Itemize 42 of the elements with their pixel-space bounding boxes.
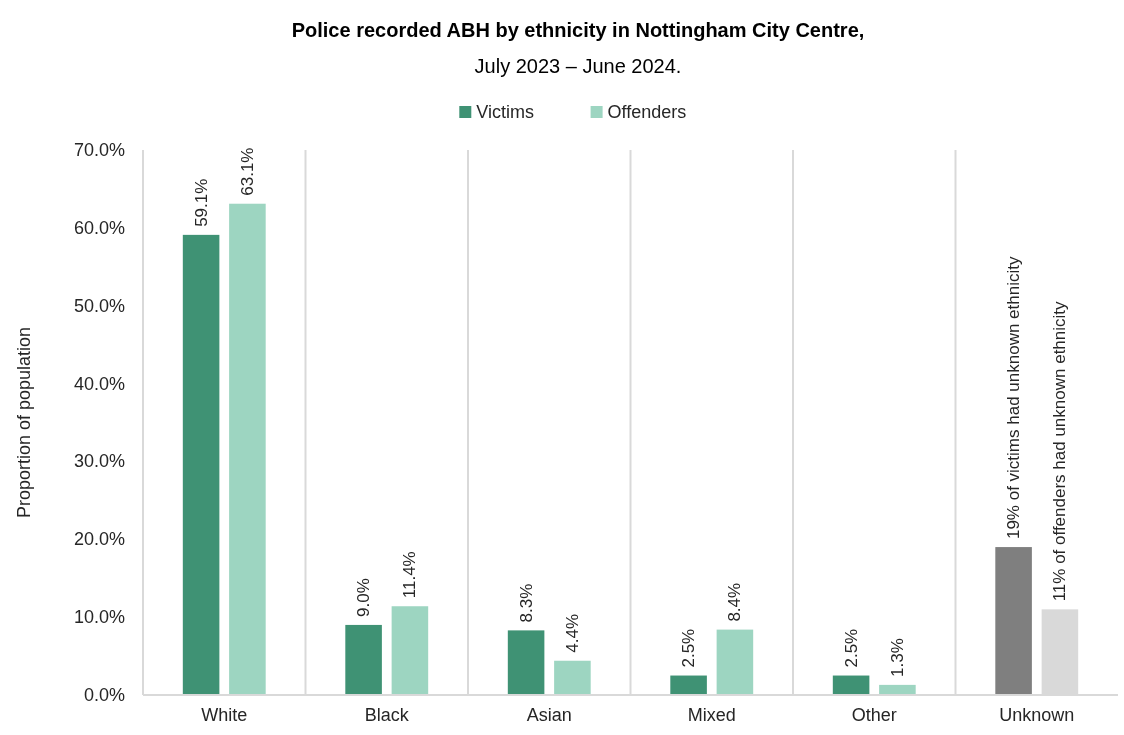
- data-label: 63.1%: [237, 147, 257, 196]
- y-axis-title: Proportion of population: [14, 326, 34, 519]
- data-label: 11% of offenders had unknown ethnicity: [1050, 300, 1070, 602]
- data-label: 4.4%: [562, 613, 582, 653]
- legend-label: Victims: [476, 102, 534, 122]
- x-tick-label: White: [201, 705, 248, 725]
- bar: [507, 630, 545, 695]
- y-tick-label: 20.0%: [73, 529, 125, 550]
- x-tick-label: Unknown: [999, 705, 1075, 725]
- chart-title: Police recorded ABH by ethnicity in Nottingham City Centre,: [291, 19, 865, 41]
- bar: [879, 684, 916, 695]
- x-tick-label: Asian: [526, 705, 572, 725]
- data-label: 19% of victims had unknown ethnicity: [1004, 256, 1024, 540]
- data-label: 8.4%: [725, 582, 745, 622]
- chart-subtitle: July 2023 – June 2024.: [474, 55, 682, 77]
- bar: [391, 606, 429, 695]
- x-tick-label: Other: [851, 705, 897, 725]
- bar: [345, 624, 382, 695]
- data-label: 2.5%: [679, 628, 699, 668]
- y-tick-label: 60.0%: [73, 217, 125, 238]
- bar: [995, 547, 1032, 695]
- bar: [670, 675, 707, 695]
- y-tick-label: 70.0%: [73, 140, 125, 160]
- bar: [554, 660, 591, 695]
- y-tick-label: 50.0%: [73, 295, 125, 316]
- y-tick-label: 30.0%: [73, 451, 125, 472]
- data-label: 8.3%: [516, 583, 536, 623]
- data-label: 11.4%: [400, 551, 420, 599]
- data-label: 59.1%: [191, 178, 211, 227]
- data-label: 1.3%: [887, 638, 907, 677]
- data-label: 2.5%: [841, 628, 861, 668]
- bar: [182, 234, 220, 695]
- legend-label: Offenders: [607, 102, 687, 122]
- bar: [229, 203, 266, 695]
- y-tick-label: 40.0%: [73, 373, 125, 394]
- x-tick-label: Black: [364, 705, 410, 725]
- x-tick-label: Mixed: [687, 705, 736, 725]
- y-tick-label: 10.0%: [73, 607, 125, 628]
- bar: [832, 675, 870, 695]
- y-tick-label: 0.0%: [83, 685, 125, 705]
- bar: [716, 629, 754, 695]
- data-label: 9.0%: [354, 578, 374, 617]
